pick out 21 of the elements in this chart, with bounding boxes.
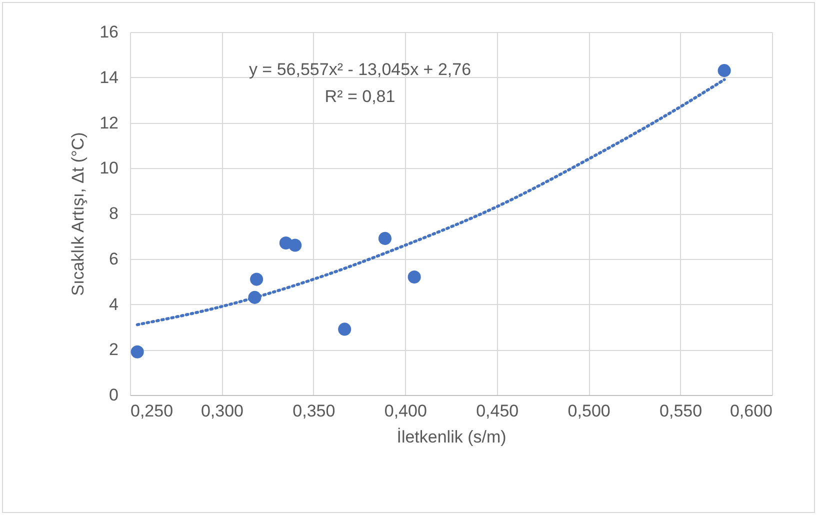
annotation: R² = 0,81	[324, 87, 396, 106]
y-tick-label: 16	[100, 22, 118, 42]
x-tick-label: 0,400	[384, 402, 427, 420]
y-axis-title: Sıcaklık Artışı, Δt (°C)	[68, 132, 88, 296]
x-tick-label: 0,550	[660, 402, 702, 420]
x-tick-label: 0,350	[292, 402, 336, 420]
y-tick-label: 4	[109, 294, 118, 314]
y-tick-label: 14	[100, 68, 118, 87]
y-tick-label: 8	[109, 204, 118, 223]
y-tick-label: 12	[100, 113, 118, 132]
y-tick-label: 6	[109, 249, 118, 268]
x-axis-title: İletkenlik (s/m)	[396, 428, 506, 446]
y-tick-label: 0	[109, 386, 118, 404]
x-tick-label: 0,250	[130, 402, 174, 420]
annotation: y = 56,557x² - 13,045x + 2,76	[248, 60, 472, 79]
y-tick-label: 10	[100, 158, 118, 178]
x-tick-label: 0,450	[476, 402, 519, 420]
x-tick-label: 0,500	[568, 402, 610, 420]
y-tick-label: 2	[109, 340, 118, 360]
x-tick-label: 0,300	[200, 402, 244, 420]
x-tick-label: 0,600	[730, 402, 772, 420]
